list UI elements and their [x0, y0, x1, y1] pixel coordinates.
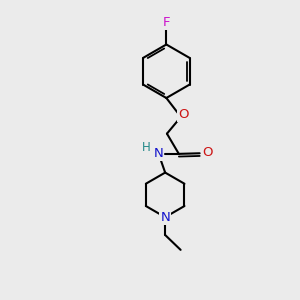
Text: N: N: [154, 147, 164, 161]
Text: H: H: [142, 141, 151, 154]
Text: F: F: [163, 16, 170, 29]
Text: O: O: [178, 108, 189, 122]
Text: N: N: [160, 211, 170, 224]
Text: O: O: [202, 146, 212, 160]
